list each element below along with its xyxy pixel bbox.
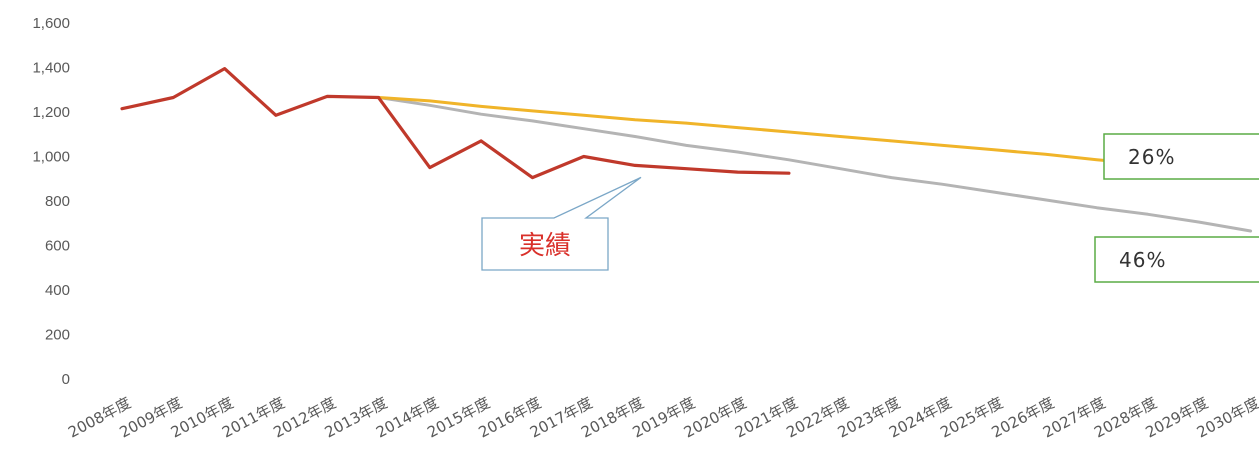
data-point: [942, 183, 944, 185]
data-point: [531, 110, 533, 112]
x-axis-ticks: 2008年度2009年度2010年度2011年度2012年度2013年度2014…: [65, 394, 1259, 442]
annotation-layer: 実績 26% 46%: [482, 134, 1259, 282]
series-layer: [121, 67, 1252, 232]
data-point: [480, 113, 482, 115]
data-point: [942, 144, 944, 146]
data-point: [890, 176, 892, 178]
reduction-46-label: 46%: [1119, 248, 1166, 272]
data-point: [429, 104, 431, 106]
data-point: [736, 171, 738, 173]
data-point: [429, 100, 431, 102]
data-point: [1044, 199, 1046, 201]
data-point: [839, 135, 841, 137]
data-point: [634, 135, 636, 137]
data-point: [1044, 153, 1046, 155]
y-tick-label: 1,000: [32, 149, 70, 166]
data-point: [583, 128, 585, 130]
data-point: [429, 166, 431, 168]
y-tick-label: 1,600: [32, 15, 70, 32]
reduction-26-label: 26%: [1128, 145, 1175, 169]
data-point: [736, 151, 738, 153]
data-point: [685, 144, 687, 146]
y-tick-label: 800: [45, 193, 70, 210]
y-tick-label: 600: [45, 238, 70, 255]
data-point: [275, 114, 277, 116]
data-point: [121, 108, 123, 110]
data-point: [788, 172, 790, 174]
data-point: [993, 149, 995, 151]
y-tick-label: 200: [45, 327, 70, 344]
y-axis-ticks: 0 200 400 600 800 1,000 1,200 1,400 1,600: [32, 15, 70, 388]
data-point: [634, 164, 636, 166]
y-tick-label: 400: [45, 282, 70, 299]
data-point: [839, 168, 841, 170]
data-point: [1249, 230, 1251, 232]
data-point: [172, 96, 174, 98]
data-point: [223, 67, 225, 69]
data-point: [788, 159, 790, 161]
data-point: [634, 119, 636, 121]
data-point: [685, 168, 687, 170]
data-point: [583, 114, 585, 116]
data-point: [480, 105, 482, 107]
data-point: [1198, 221, 1200, 223]
data-point: [583, 155, 585, 157]
data-point: [531, 176, 533, 178]
data-point: [1147, 213, 1149, 215]
data-point: [736, 126, 738, 128]
y-tick-label: 1,200: [32, 104, 70, 121]
data-point: [326, 95, 328, 97]
data-point: [993, 191, 995, 193]
data-point: [480, 140, 482, 142]
y-tick-label: 1,400: [32, 60, 70, 77]
data-point: [377, 96, 379, 98]
data-point: [685, 122, 687, 124]
data-point: [1096, 159, 1098, 161]
actual-callout-label: 実績: [519, 231, 571, 261]
data-point: [788, 131, 790, 133]
data-point: [890, 140, 892, 142]
data-point: [1096, 207, 1098, 209]
data-point: [531, 120, 533, 122]
y-tick-label: 0: [62, 371, 70, 388]
